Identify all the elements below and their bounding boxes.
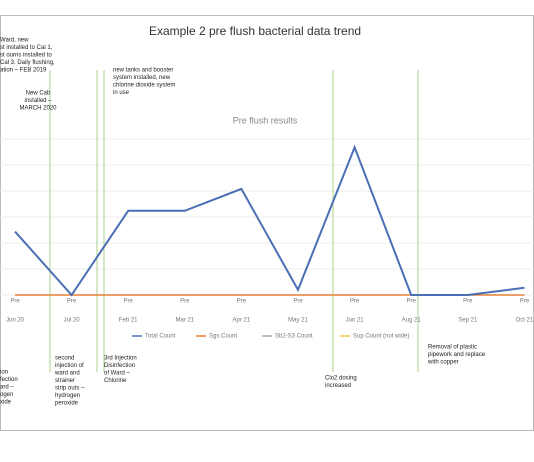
x-tick-label: Pre	[407, 299, 417, 305]
annotation: increased	[325, 383, 351, 389]
annotation: Disinfection	[104, 363, 135, 369]
annotation: new tanks and booster	[113, 68, 173, 74]
legend-label: Sgs Count	[209, 334, 237, 340]
x-tick-label: Pre	[293, 299, 303, 305]
x-tick-label: Pre	[350, 299, 360, 305]
legend-label: Sb2-S3 Count	[275, 334, 313, 340]
annotation: strainer	[55, 378, 75, 384]
x-tick-label: Pre	[463, 299, 473, 305]
annotation: fection	[0, 377, 18, 383]
annotation: in use	[113, 90, 130, 96]
annotation: ation – FEB 2019	[0, 68, 47, 74]
x-tick-label: May 21	[288, 318, 308, 324]
x-tick-label: Aug 21	[402, 318, 422, 324]
x-tick-label: Jun 20	[6, 318, 25, 324]
annotation: ard –	[0, 385, 14, 391]
x-tick-label: Feb 21	[119, 318, 138, 324]
annotation: Chlorine	[104, 378, 127, 384]
x-tick-label: Pre	[67, 299, 77, 305]
annotation: hydrogen	[55, 393, 80, 399]
annotation: pipework and replace	[428, 352, 486, 358]
annotation: New Cab	[26, 91, 51, 97]
chart-subtitle: Pre flush results	[233, 115, 298, 125]
x-tick-label: Oct 21	[516, 318, 534, 324]
x-tick-label: Pre	[237, 299, 247, 305]
chart-title: Example 2 pre flush bacterial data trend	[149, 24, 361, 38]
annotation: of Ward –	[104, 371, 130, 377]
annotation: Clo2 dosing	[325, 376, 357, 382]
x-tick-label: Apr 21	[233, 318, 251, 324]
annotation: st installed to Cal 1,	[0, 45, 53, 51]
annotation: ogen	[0, 392, 13, 398]
annotation: installed –	[24, 98, 52, 104]
annotation: ion	[0, 370, 8, 376]
x-tick-label: Jul 20	[64, 318, 81, 324]
x-tick-label: Pre	[124, 299, 134, 305]
annotation: second	[55, 356, 74, 362]
annotation: 3rd Injection	[104, 356, 137, 362]
annotation: system installed, new	[113, 75, 171, 81]
legend-label: Sup Count (not wide)	[353, 334, 409, 340]
annotation: MARCH 2020	[19, 106, 57, 112]
annotation: st ourns installed to	[0, 53, 52, 59]
annotation: Ward, new	[0, 38, 29, 44]
annotation: chlorine dioxide system	[113, 83, 175, 89]
x-tick-label: Mar 21	[175, 318, 194, 324]
series-line	[14, 144, 525, 297]
annotation: ward and	[54, 371, 80, 377]
annotation: Removal of plastic	[428, 345, 477, 351]
annotation: injection of	[55, 363, 84, 369]
x-tick-label: Pre	[180, 299, 190, 305]
x-tick-label: Sep 21	[458, 318, 478, 324]
x-tick-label: Jun 21	[346, 318, 365, 324]
annotation: strip outs –	[55, 386, 85, 392]
legend-label: Total Count	[145, 334, 176, 340]
annotation: Cal 3. Daily flushing,	[0, 60, 55, 66]
annotation: with copper	[427, 360, 459, 366]
annotation: xide	[0, 400, 12, 406]
x-tick-label: Pre	[520, 299, 530, 305]
x-tick-label: Pre	[10, 299, 20, 305]
annotation: peroxide	[55, 401, 79, 407]
